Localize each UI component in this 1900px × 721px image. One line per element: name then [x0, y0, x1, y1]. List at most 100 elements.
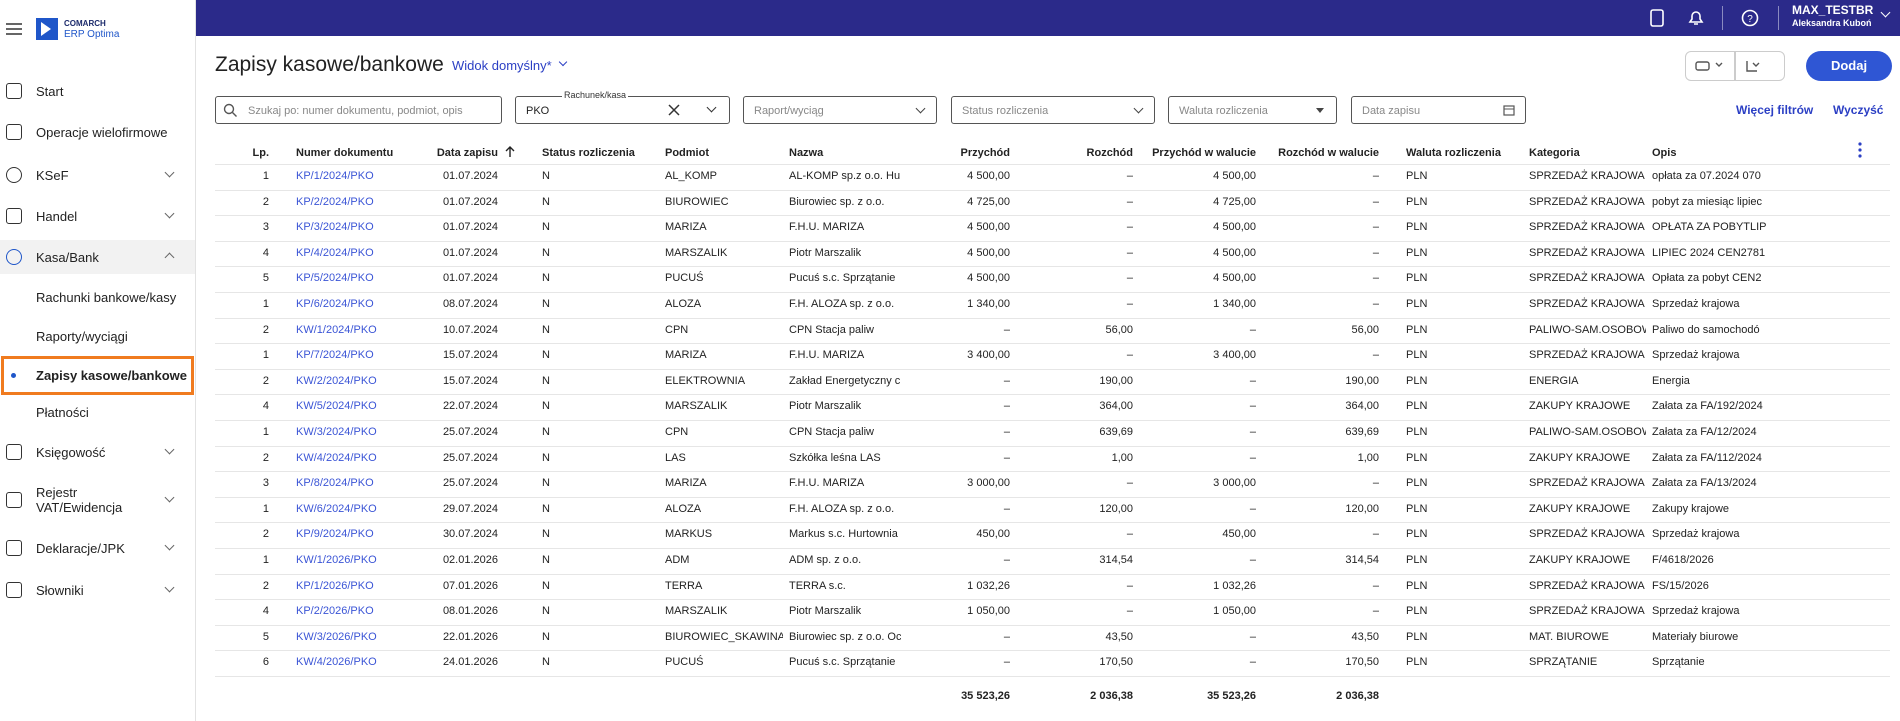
- menu-icon[interactable]: [6, 22, 22, 36]
- nav-item[interactable]: Rejestr VAT/Ewidencja: [36, 485, 123, 515]
- document-link[interactable]: KW/4/2024/PKO: [296, 451, 377, 464]
- table-cell: 120,00: [1345, 502, 1379, 515]
- more-filters-link[interactable]: Więcej filtrów: [1736, 103, 1814, 117]
- table-cell: 15.07.2024: [442, 374, 498, 387]
- doc-icon[interactable]: [1648, 8, 1668, 28]
- table-cell: N: [542, 272, 550, 285]
- table-cell: PLN: [1406, 272, 1428, 285]
- column-header[interactable]: Przychód w walucie: [1152, 147, 1256, 159]
- table-cell: –: [1372, 477, 1379, 490]
- table-cell: PLN: [1406, 426, 1428, 438]
- column-menu[interactable]: [1856, 141, 1864, 159]
- document-link[interactable]: KP/1/2024/PKO: [296, 170, 374, 182]
- currency-placeholder: Waluta rozliczenia: [1179, 105, 1268, 117]
- document-link[interactable]: KW/1/2024/PKO: [296, 323, 377, 336]
- document-link[interactable]: KP/2/2024/PKO: [296, 195, 374, 208]
- user-name[interactable]: MAX_TESTBR: [1792, 3, 1874, 17]
- table-cell: PLN: [1406, 400, 1428, 413]
- nav-item[interactable]: Deklaracje/JPK: [36, 541, 125, 556]
- nav-item[interactable]: Słowniki: [36, 583, 84, 598]
- column-header[interactable]: Kategoria: [1529, 147, 1580, 159]
- help-icon[interactable]: ?: [1740, 8, 1760, 28]
- column-header[interactable]: Waluta rozliczenia: [1406, 147, 1501, 159]
- date-placeholder: Data zapisu: [1362, 105, 1421, 117]
- document-link[interactable]: KP/9/2024/PKO: [296, 528, 374, 541]
- bell-icon[interactable]: [1686, 8, 1706, 28]
- nav-subitem[interactable]: Raporty/wyciągi: [36, 329, 128, 344]
- currency-select[interactable]: Waluta rozliczenia: [1168, 96, 1337, 124]
- table-cell: SPRZEDAŻ KRAJOWA: [1529, 579, 1645, 592]
- column-header[interactable]: Nazwa: [789, 147, 824, 159]
- table-cell: N: [542, 195, 550, 208]
- date-input[interactable]: Data zapisu: [1351, 96, 1526, 124]
- nav-subitem[interactable]: Rachunki bankowe/kasy: [36, 290, 177, 305]
- table-cell: –: [1126, 246, 1133, 259]
- table-cell: –: [1003, 502, 1010, 515]
- table-cell: 1: [262, 502, 269, 515]
- add-button[interactable]: Dodaj: [1806, 51, 1892, 81]
- row-separator: [215, 343, 1890, 345]
- clear-link[interactable]: Wyczyść: [1833, 103, 1884, 117]
- column-header[interactable]: Lp.: [252, 147, 270, 159]
- nav-subitem-active[interactable]: Zapisy kasowe/bankowe: [36, 368, 188, 383]
- column-header[interactable]: Podmiot: [665, 147, 709, 159]
- status-select[interactable]: Status rozliczenia: [951, 96, 1155, 124]
- column-header[interactable]: Przychód: [960, 147, 1010, 159]
- table-cell: 29.07.2024: [442, 502, 498, 515]
- search-input[interactable]: Szukaj po: numer dokumentu, podmiot, opi…: [215, 96, 502, 124]
- document-link[interactable]: KW/6/2024/PKO: [296, 502, 377, 515]
- document-link[interactable]: KW/3/2024/PKO: [296, 426, 377, 438]
- sort-arrow[interactable]: [505, 146, 515, 158]
- nav-item[interactable]: Kasa/Bank: [36, 250, 99, 265]
- document-link[interactable]: KP/4/2024/PKO: [296, 246, 374, 259]
- table-cell: MARIZA: [665, 349, 707, 362]
- document-link[interactable]: KW/2/2024/PKO: [296, 374, 377, 387]
- report-select[interactable]: Raport/wyciąg: [743, 96, 937, 124]
- nav-item[interactable]: Księgowość: [36, 445, 106, 460]
- document-link[interactable]: KP/6/2024/PKO: [296, 298, 374, 310]
- nav-item[interactable]: Start: [36, 84, 64, 99]
- document-link[interactable]: KP/7/2024/PKO: [296, 349, 374, 362]
- column-header[interactable]: Opis: [1652, 147, 1677, 159]
- column-header[interactable]: Numer dokumentu: [296, 147, 394, 159]
- print-button[interactable]: [1685, 51, 1735, 81]
- table-cell: N: [542, 528, 550, 541]
- document-link[interactable]: KW/5/2024/PKO: [296, 400, 377, 413]
- table-cell: 08.07.2024: [442, 298, 498, 310]
- account-select[interactable]: PKO: [515, 96, 730, 124]
- export-button[interactable]: [1735, 51, 1785, 81]
- chevron: [164, 492, 175, 503]
- view-select[interactable]: Widok domyślny*: [452, 58, 552, 73]
- table-cell: 2: [262, 528, 269, 541]
- document-link[interactable]: KP/8/2024/PKO: [296, 477, 374, 490]
- user-chevron[interactable]: [1880, 7, 1891, 18]
- table-cell: 15.07.2024: [442, 349, 498, 362]
- clear-icon[interactable]: [668, 104, 680, 116]
- document-link[interactable]: KP/3/2024/PKO: [296, 221, 374, 234]
- table-cell: SPRZEDAŻ KRAJOWA: [1529, 349, 1645, 362]
- nav-subitem[interactable]: Płatności: [36, 405, 89, 420]
- table-cell: Załata za FA/13/2024: [1652, 477, 1757, 490]
- column-header[interactable]: Status rozliczenia: [542, 147, 635, 159]
- nav-icon: [6, 167, 22, 183]
- table-cell: N: [542, 630, 550, 643]
- nav-item[interactable]: KSeF: [36, 168, 69, 183]
- document-link[interactable]: KW/3/2026/PKO: [296, 630, 377, 643]
- document-link[interactable]: KW/1/2026/PKO: [296, 554, 377, 566]
- table-cell: MARSZALIK: [665, 246, 728, 259]
- column-header[interactable]: Data zapisu: [436, 147, 498, 159]
- table-cell: –: [1003, 374, 1010, 387]
- document-link[interactable]: KP/1/2026/PKO: [296, 579, 374, 592]
- table-cell: 43,50: [1105, 630, 1133, 643]
- table-cell: 56,00: [1105, 323, 1133, 336]
- table-cell: –: [1249, 630, 1256, 643]
- document-link[interactable]: KP/5/2024/PKO: [296, 272, 374, 285]
- table-cell: –: [1372, 349, 1379, 362]
- document-link[interactable]: KP/2/2026/PKO: [296, 605, 374, 618]
- column-header[interactable]: Rozchód w walucie: [1278, 147, 1379, 159]
- table-cell: ZAKUPY KRAJOWE: [1529, 451, 1631, 464]
- document-link[interactable]: KW/4/2026/PKO: [296, 656, 377, 669]
- nav-item[interactable]: Handel: [36, 209, 78, 224]
- column-header[interactable]: Rozchód: [1086, 147, 1133, 159]
- nav-item[interactable]: Operacje wielofirmowe: [36, 125, 168, 140]
